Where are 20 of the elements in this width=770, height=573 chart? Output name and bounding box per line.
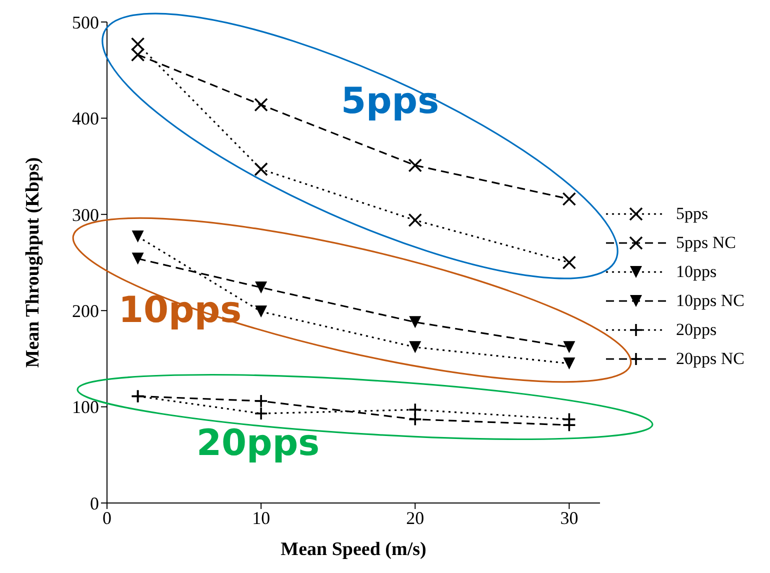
y-tick-label: 200 (72, 300, 99, 321)
legend-label: 10pps (676, 262, 717, 282)
x-tick-label: 0 (102, 508, 112, 528)
y-tick-label: 500 (72, 12, 99, 32)
x-axis-title: Mean Speed (m/s) (280, 539, 426, 560)
legend-label: 5pps (676, 204, 708, 224)
x-tick-label: 10 (252, 508, 270, 528)
annotation: 5pps (340, 80, 440, 122)
y-tick-label: 300 (72, 204, 99, 225)
y-axis-title: Mean Throughput (Kbps) (22, 157, 44, 368)
x-tick-label: 20 (406, 508, 424, 528)
y-tick-label: 400 (72, 108, 99, 129)
x-tick-label: 30 (560, 508, 578, 528)
legend-label: 20pps (676, 320, 717, 340)
legend-label: 10pps NC (676, 291, 744, 311)
y-tick-label: 100 (72, 397, 99, 418)
legend-label: 5pps NC (676, 233, 736, 253)
y-tick-label: 0 (90, 493, 99, 514)
legend-label: 20pps NC (676, 349, 744, 369)
annotation: 20pps (196, 422, 320, 464)
